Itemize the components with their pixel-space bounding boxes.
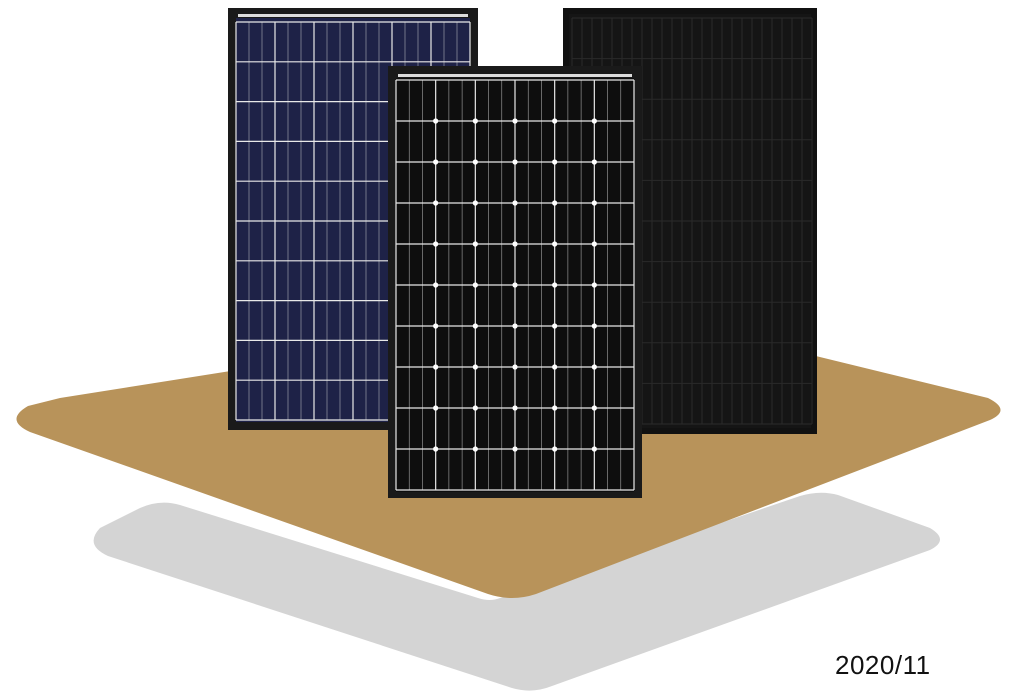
date-label: 2020/11 <box>835 650 931 680</box>
monocrystalline-panel <box>388 66 642 498</box>
platform-shadow <box>93 492 941 691</box>
